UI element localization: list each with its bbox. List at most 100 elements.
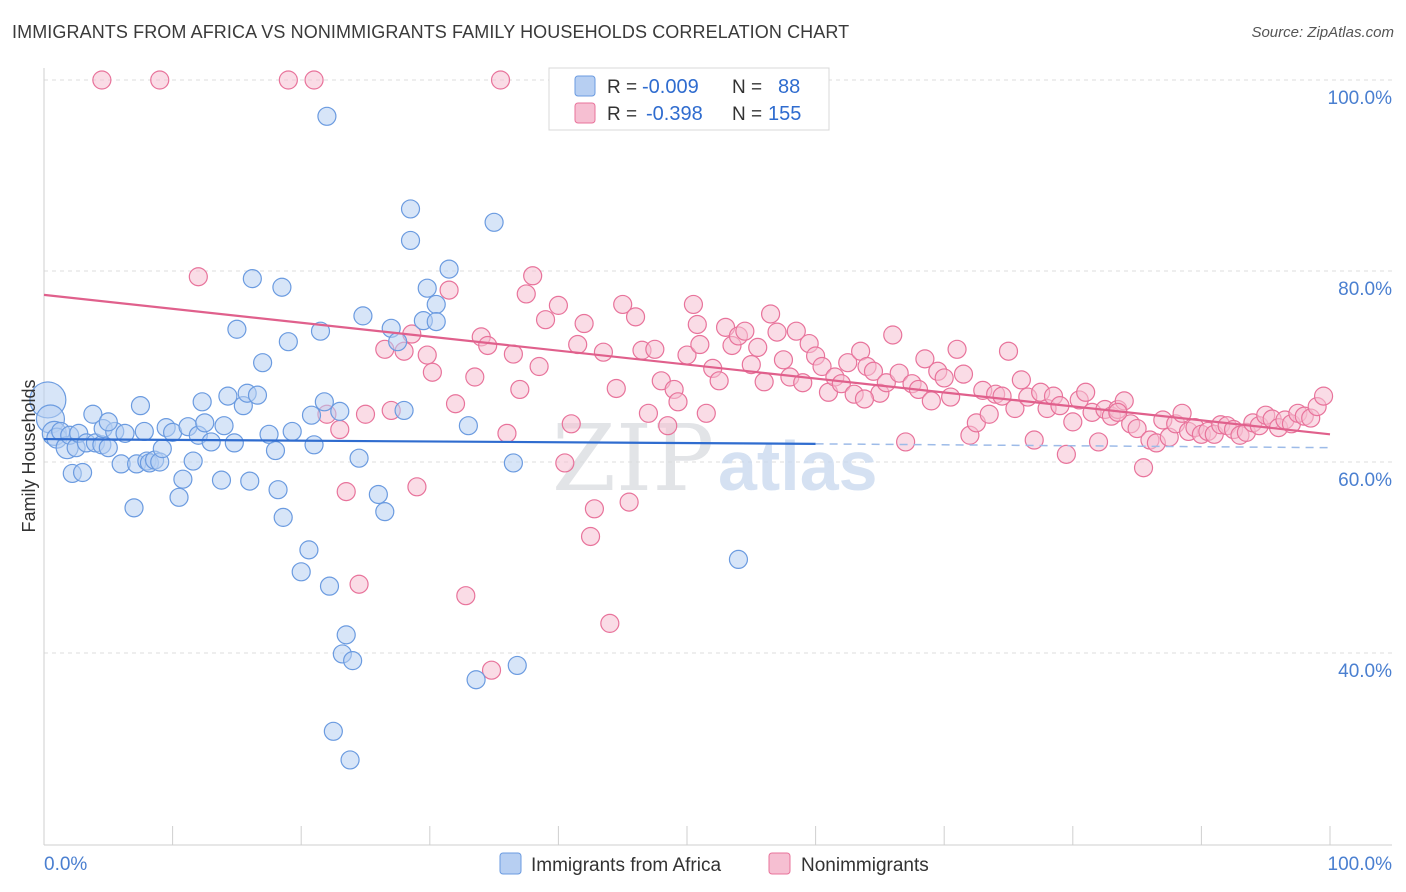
immigrants-point [299,540,319,560]
immigrants-point [195,413,215,433]
nonimmigrants-point [838,353,858,373]
nonimmigrants-point [349,574,369,594]
nonimmigrants-point [1088,432,1109,452]
immigrants-point [291,562,311,582]
nonimmigrants-point [696,403,716,423]
immigrants-point [417,278,437,298]
nonimmigrants-point [422,362,442,382]
chart-title: IMMIGRANTS FROM AFRICA VS NONIMMIGRANTS … [12,22,850,42]
nonimmigrants-point [760,304,781,324]
nonimmigrants-point [786,321,806,341]
nonimmigrants-point [336,482,356,502]
y-tick-label: 80.0% [1338,279,1392,300]
immigrants-point [484,212,504,232]
nonimmigrants-point [741,354,761,375]
y-tick-label: 40.0% [1338,661,1392,682]
immigrants-point [265,440,286,461]
nonimmigrants-point [304,70,324,90]
immigrants-point [340,750,360,770]
nonimmigrants-point [941,387,961,407]
nonimmigrants-point [947,339,967,359]
immigrants-point [439,259,459,279]
immigrants-point [72,462,93,483]
immigrants-point [273,507,293,527]
immigrants-point [173,469,193,489]
nonimmigrants-point [992,386,1012,406]
nonimmigrants-point [812,356,832,377]
nonimmigrants-point [645,339,665,359]
nonimmigrants-point [953,364,974,384]
nonimmigrants-point [497,423,517,443]
nonimmigrants-trend-line [43,293,1331,436]
nonimmigrants-point [658,416,678,436]
immigrants-point [124,498,144,518]
pink-n-value: 155 [768,103,801,125]
legend-label-immigrants: Immigrants from Africa [531,855,721,876]
immigrants-point [394,400,414,421]
pink-r-value: -0.398 [646,103,703,125]
blue-swatch [574,75,596,97]
nonimmigrants-point [668,392,688,412]
immigrants-point [343,651,363,671]
nonimmigrants-point [748,337,768,357]
immigrants-trend-extension [815,443,1331,449]
immigrants-point [224,433,244,453]
x-tick-label-max: 100.0% [1328,854,1393,875]
immigrants-point [211,470,232,490]
immigrants-point [253,353,273,373]
nonimmigrants-point [625,307,646,327]
nonimmigrants-point [683,294,704,315]
nonimmigrants-point [1063,412,1083,432]
nonimmigrants-point [690,334,710,355]
nonimmigrants-point [456,586,476,606]
immigrants-point [192,392,212,412]
immigrants-point [259,424,279,444]
nonimmigrants-point [516,284,536,304]
nonimmigrants-point [278,70,298,90]
immigrants-point [317,106,337,126]
nonimmigrants-point [188,267,208,287]
immigrants-point [368,484,388,505]
nonimmigrants-point [150,70,170,90]
immigrants-point [503,453,523,473]
nonimmigrants-point [998,341,1019,361]
nonimmigrants-point [503,344,523,364]
immigrants-point [314,392,334,412]
nonimmigrants-point [889,363,909,383]
stats-legend-box [548,67,830,131]
immigrants-point [268,480,288,500]
watermark-atlas: atlas [718,427,878,505]
nonimmigrants-point [584,499,605,519]
nonimmigrants-point [555,453,575,473]
nonimmigrants-point [687,314,707,335]
nonimmigrants-point [355,404,376,424]
nonimmigrants-point [548,295,569,315]
nonimmigrants-point [896,432,916,452]
nonimmigrants-point [1127,418,1147,439]
y-tick-label: 100.0% [1328,88,1393,109]
nonimmigrants-point [439,280,459,300]
nonimmigrants-point [510,379,530,400]
immigrants-point [152,439,172,459]
blue-r-label: R = [607,77,637,98]
immigrants-point [282,421,302,442]
immigrants-point [336,625,356,645]
immigrants-point [242,269,262,289]
immigrants-point [214,416,234,436]
nonimmigrants-point [767,322,787,342]
blue-n-value: 88 [778,76,800,98]
immigrants-point [98,438,118,458]
watermark: ZIP atlas [552,405,878,512]
trend-lines [43,293,1331,449]
immigrants-point [349,448,369,468]
immigrants-point [728,549,749,570]
series-legend: Immigrants from Africa Nonimmigrants [499,852,929,876]
immigrants-points [29,106,749,770]
nonimmigrants-point [481,660,502,680]
legend-swatch-immigrants [499,852,522,875]
axes [43,68,1392,846]
y-tick-label: 60.0% [1338,470,1392,491]
legend-label-nonimmigrants: Nonimmigrants [801,855,929,876]
immigrants-point [278,332,298,352]
immigrants-point [507,655,527,676]
